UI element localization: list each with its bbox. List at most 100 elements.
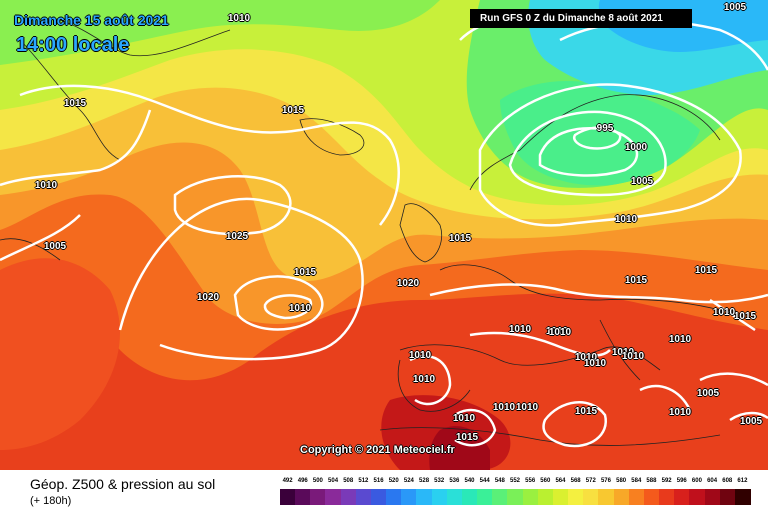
legend-tick-label: 556 <box>525 478 536 484</box>
legend-tick-label: 520 <box>388 478 399 484</box>
pressure-label: 1015 <box>455 432 479 443</box>
legend-swatch <box>659 489 676 505</box>
pressure-label: 995 <box>596 123 614 134</box>
pressure-label: 1010 <box>611 347 635 358</box>
isobar-1010-low <box>263 294 313 320</box>
pressure-label: 1010 <box>668 407 692 418</box>
isobar-1010-east <box>639 384 692 411</box>
legend-tick-label: 496 <box>297 478 308 484</box>
isobar-1000-scandinavia <box>538 127 639 177</box>
legend-tick-label: 492 <box>282 478 293 484</box>
pressure-label: 1010 <box>621 351 645 362</box>
forecast-lead-time: (+ 180h) <box>30 495 72 507</box>
color-legend: 492 496 500 504 508 512 516 520 524 528 532 536 540 5… <box>280 477 751 507</box>
pressure-label: 1010 <box>515 402 539 413</box>
pressure-label: 1020 <box>196 292 220 303</box>
legend-swatch <box>583 489 600 505</box>
legend-swatch <box>568 489 585 505</box>
legend-swatch <box>537 489 554 505</box>
legend-swatch <box>477 489 494 505</box>
legend-swatch <box>431 489 448 505</box>
isobar-1020-ring <box>118 197 364 361</box>
legend-tick-label: 564 <box>555 478 566 484</box>
legend-swatch <box>492 489 509 505</box>
legend-swatch <box>355 489 372 505</box>
legend-tick-label: 532 <box>434 478 445 484</box>
weather-map: 1010 1005 1015 1010 1005 1015 1025 1020 … <box>0 0 768 470</box>
legend-swatch <box>719 489 736 505</box>
coast-british-isles <box>399 203 442 263</box>
legend-swatch <box>446 489 463 505</box>
run-info-banner: Run GFS 0 Z du Dimanche 8 août 2021 <box>470 9 692 28</box>
pressure-label: 1025 <box>225 231 249 242</box>
legend-tick-label: 612 <box>737 478 748 484</box>
legend-swatch <box>461 489 478 505</box>
isobar-1005-west <box>0 214 81 262</box>
chart-title: Géop. Z500 & pression au sol <box>30 476 216 492</box>
pressure-label: 1015 <box>574 406 598 417</box>
pressure-label: 1010 <box>227 13 251 24</box>
legend-swatch <box>280 489 296 505</box>
legend-tick-label: 576 <box>600 478 611 484</box>
coast-scandinavia <box>469 94 721 191</box>
legend-tick-label: 528 <box>419 478 430 484</box>
isobar-1005-southeast <box>729 411 768 422</box>
coast-iberia <box>397 359 471 412</box>
isobar-1010-iberia <box>409 354 452 406</box>
pressure-label: 1010 <box>412 374 436 385</box>
legend-swatch <box>370 489 387 505</box>
legend-tick-label: 552 <box>509 478 521 484</box>
pressure-label: 1000 <box>624 142 648 153</box>
legend-tick-label: 512 <box>358 478 369 484</box>
isobar-1015-europe <box>429 283 768 304</box>
pressure-label: 1005 <box>723 2 747 13</box>
legend-swatch <box>552 489 569 505</box>
pressure-label: 1015 <box>448 233 472 244</box>
coast-newfoundland <box>0 238 61 261</box>
isobar-1010-west <box>0 109 152 187</box>
legend-tick-label: 540 <box>464 478 475 484</box>
forecast-date: Dimanche 15 août 2021 <box>14 12 169 28</box>
band-600-south <box>429 426 490 470</box>
legend-swatch <box>734 489 751 505</box>
pressure-label: 1005 <box>739 416 763 427</box>
legend-swatch <box>310 489 327 505</box>
pressure-label: 1005 <box>696 388 720 399</box>
legend-tick-label: 580 <box>616 478 627 484</box>
legend-swatch <box>674 489 691 505</box>
legend-swatch <box>416 489 433 505</box>
pressure-label: 1010 <box>574 352 598 363</box>
isobar-1025 <box>173 175 292 236</box>
pressure-label: 1010 <box>712 307 736 318</box>
legend-tick-label: 592 <box>661 478 672 484</box>
pressure-label: 1010 <box>668 334 692 345</box>
pressure-label: 1010 <box>548 327 572 338</box>
legend-swatch <box>628 489 645 505</box>
legend-tick-label: 600 <box>691 478 702 484</box>
legend-tick-label: 548 <box>494 478 505 484</box>
legend-tick-label: 536 <box>449 478 460 484</box>
isobar-1005-scandinavia <box>508 110 667 197</box>
pressure-label: 1015 <box>63 98 87 109</box>
legend-tick-label: 604 <box>707 478 718 484</box>
pressure-label: 1010 <box>614 214 638 225</box>
map-canvas <box>0 0 768 470</box>
isobar-1015-med <box>542 401 608 448</box>
pressure-label: 1015 <box>624 275 648 286</box>
coast-italy <box>599 319 641 381</box>
legend-swatch <box>704 489 721 505</box>
legend-swatch <box>401 489 418 505</box>
legend-swatch <box>613 489 630 505</box>
band-548-west <box>0 0 440 65</box>
legend-swatch <box>325 489 342 505</box>
isobar-1015-low <box>233 275 324 331</box>
forecast-time: 14:00 locale <box>16 34 130 56</box>
isobar-995 <box>573 126 622 150</box>
coast-mediterranean <box>399 344 661 371</box>
legend-swatch <box>689 489 706 505</box>
isobar-1010-scandinavia <box>478 83 742 227</box>
legend-swatch <box>643 489 660 505</box>
pressure-label: 1005 <box>43 241 67 252</box>
isobar-1010-africa <box>454 408 497 447</box>
